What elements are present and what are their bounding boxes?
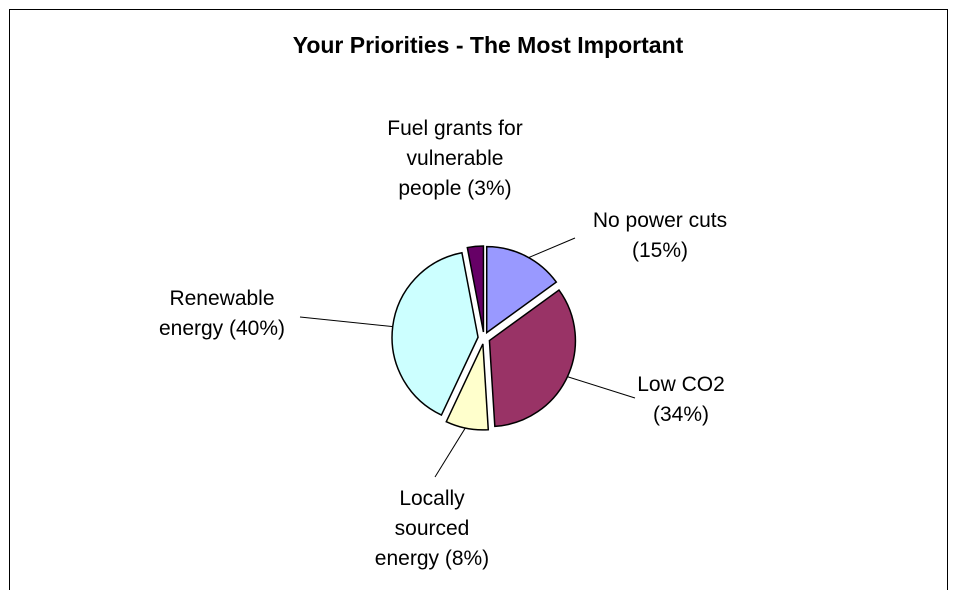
pie-slice	[485, 245, 558, 335]
pie-slice	[466, 245, 485, 333]
slice-label: Low CO2 (34%)	[637, 373, 725, 426]
slice-label-line: vulnerable	[407, 147, 504, 170]
slice-label-line: (34%)	[653, 403, 709, 426]
slice-label-line: Locally	[399, 487, 465, 510]
slice-label: No power cuts (15%)	[593, 209, 727, 262]
slice-label: Fuel grants for vulnerable people (3%)	[387, 117, 522, 200]
slice-label: Locally sourced energy (8%)	[375, 487, 489, 570]
pie-slice	[391, 251, 479, 417]
leader-line	[523, 237, 576, 261]
slice-label-line: Renewable	[169, 287, 274, 310]
slice-label-line: Fuel grants for	[387, 117, 522, 140]
slice-label-line: No power cuts	[593, 209, 727, 232]
chart-frame	[9, 9, 948, 590]
leader-line	[434, 424, 468, 478]
pie-slices	[391, 245, 577, 431]
leader-line	[299, 316, 397, 328]
slice-label-line: people (3%)	[398, 177, 511, 200]
slice-label-line: energy (40%)	[159, 317, 285, 340]
pie-slice	[488, 288, 577, 428]
slice-label-line: Low CO2	[637, 373, 725, 396]
slice-labels: No power cuts (15%) Low CO2 (34%) Locally sou…	[159, 117, 727, 570]
pie-slice	[445, 343, 490, 431]
slice-label: Renewable energy (40%)	[159, 287, 285, 340]
chart-title: Your Priorities - The Most Important	[293, 32, 684, 58]
slice-label-line: sourced	[395, 517, 470, 540]
slice-label-line: (15%)	[632, 239, 688, 262]
leader-line	[563, 374, 636, 399]
slice-label-line: energy (8%)	[375, 547, 489, 570]
leader-lines	[299, 237, 636, 478]
